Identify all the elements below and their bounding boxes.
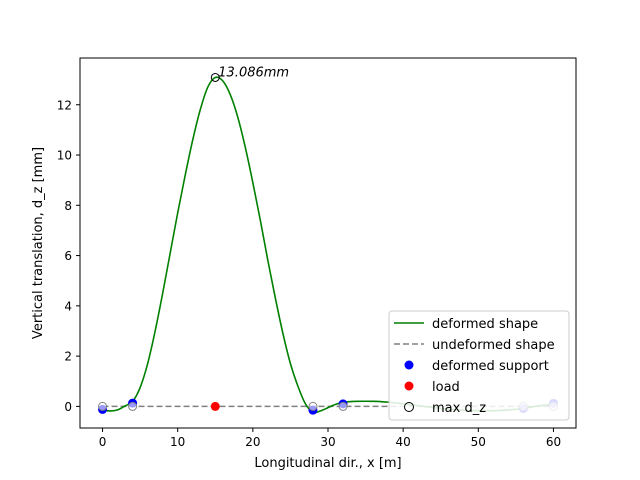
- legend: deformed shape undeformed shape deformed…: [388, 310, 570, 421]
- x-tick-label: 30: [320, 435, 335, 449]
- y-axis: 0 2 4 6 8 10 12: [57, 98, 80, 414]
- x-axis-label: Longitudinal dir., x [m]: [254, 456, 401, 471]
- undeformed-support-point: [128, 401, 138, 411]
- load-point: [210, 401, 220, 411]
- x-tick-label: 40: [396, 435, 411, 449]
- x-axis: 0 10 20 30 40 50 60: [99, 428, 561, 449]
- y-tick-label: 2: [64, 350, 72, 364]
- y-tick-label: 4: [64, 299, 72, 313]
- undeformed-support-point: [98, 401, 108, 411]
- y-tick-label: 0: [64, 400, 72, 414]
- legend-load-marker: [404, 381, 414, 391]
- x-tick-label: 20: [245, 435, 260, 449]
- y-tick-label: 6: [64, 249, 72, 263]
- y-tick-label: 12: [57, 98, 72, 112]
- x-tick-label: 60: [546, 435, 561, 449]
- y-tick-label: 10: [57, 149, 72, 163]
- legend-max-dz-label: max d_z: [432, 401, 486, 416]
- legend-deformed-shape-label: deformed shape: [432, 317, 538, 332]
- x-tick-label: 50: [471, 435, 486, 449]
- legend-undeformed-shape-label: undeformed shape: [432, 338, 555, 353]
- y-axis-label: Vertical translation, d_z [mm]: [31, 147, 46, 339]
- legend-box: [388, 310, 570, 421]
- legend-deformed-support-label: deformed support: [432, 359, 549, 374]
- legend-load-label: load: [432, 380, 460, 395]
- undeformed-support-point: [308, 401, 318, 411]
- x-tick-label: 0: [99, 435, 107, 449]
- legend-max-dz-marker: [404, 402, 414, 412]
- legend-deformed-support-marker: [404, 360, 414, 370]
- max-dz-annotation: 13.086mm: [218, 65, 289, 80]
- y-tick-label: 8: [64, 199, 72, 213]
- x-tick-label: 10: [170, 435, 185, 449]
- max-dz-point: [210, 72, 220, 82]
- undeformed-support-point: [338, 401, 348, 411]
